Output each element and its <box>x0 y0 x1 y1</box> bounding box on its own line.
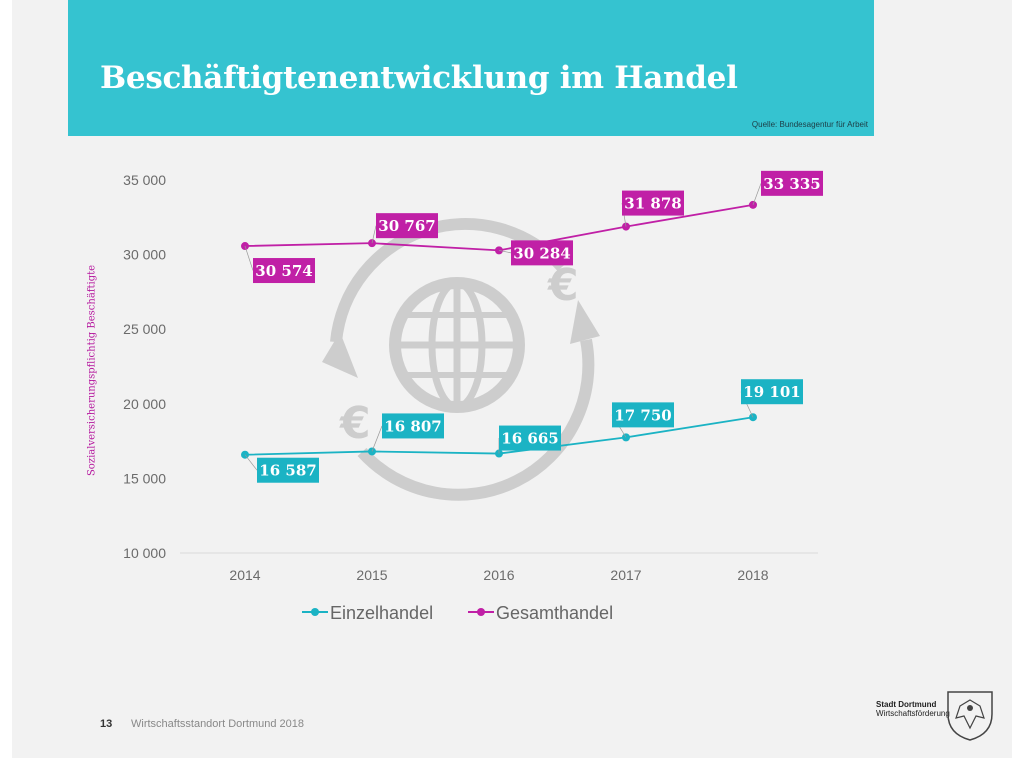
y-tick-label: 35 000 <box>123 172 166 188</box>
legend-marker <box>477 608 485 616</box>
data-label-box <box>253 258 315 284</box>
y-tick-label: 25 000 <box>123 321 166 337</box>
series-group: 16 587 16 807 16 665 17 750 19 101 30 574 30 7… <box>241 170 823 483</box>
data-label-box <box>382 413 444 439</box>
data-label-box <box>511 240 573 266</box>
data-label: 17 750 <box>614 406 671 424</box>
source-note: Quelle: Bundesagentur für Arbeit <box>751 120 868 129</box>
x-tick-label: 2014 <box>229 567 260 583</box>
label-leader-line <box>371 225 377 244</box>
data-label-box <box>761 170 823 196</box>
y-tick-label: 10 000 <box>123 545 166 561</box>
data-label-box <box>376 213 438 239</box>
svg-text:€: € <box>547 260 579 311</box>
page-number: 13 <box>100 718 113 730</box>
data-label-box <box>499 425 561 451</box>
data-label: 30 574 <box>255 262 312 280</box>
legend-label: Gesamthandel <box>496 603 613 623</box>
city-crest-icon <box>947 691 993 741</box>
data-label-box <box>612 402 674 428</box>
legend-label: Einzelhandel <box>330 603 433 623</box>
svg-text:€: € <box>339 398 371 449</box>
header-banner <box>68 0 874 136</box>
globe-icon <box>389 277 525 413</box>
data-label: 16 807 <box>384 417 441 435</box>
footer-text: Wirtschaftsstandort Dortmund 2018 <box>131 718 305 730</box>
legend-marker <box>311 608 319 616</box>
data-label-box <box>257 457 319 483</box>
legend: Einzelhandel Gesamthandel <box>302 603 613 623</box>
y-tick-label: 30 000 <box>123 247 166 263</box>
data-label: 16 665 <box>501 430 558 448</box>
x-tick-label: 2018 <box>737 567 768 583</box>
logo-city: Stadt Dortmund <box>876 700 937 709</box>
data-label: 33 335 <box>763 175 820 193</box>
logo-department: Wirtschaftsförderung <box>876 709 950 718</box>
data-label: 31 878 <box>624 195 681 213</box>
y-tick-label: 15 000 <box>123 470 166 486</box>
y-axis: 10 000 15 000 20 000 25 000 30 000 35 000 <box>123 172 166 561</box>
data-label-box <box>622 190 684 216</box>
label-leader-line <box>498 250 512 254</box>
label-leader-line <box>244 245 254 271</box>
x-tick-label: 2016 <box>483 567 514 583</box>
logo: Stadt Dortmund Wirtschaftsförderung <box>876 700 950 718</box>
slide-title: Beschäftigtenentwicklung im Handel <box>100 60 738 96</box>
data-label: 30 284 <box>513 244 570 262</box>
euro-icon: € € <box>339 260 579 449</box>
data-label-box <box>741 379 803 405</box>
data-label: 16 587 <box>259 462 316 480</box>
label-leader-line <box>371 425 383 452</box>
data-label: 19 101 <box>743 383 800 401</box>
label-leader-line <box>752 183 762 205</box>
label-leader-line <box>244 454 258 471</box>
x-tick-label: 2015 <box>356 567 387 583</box>
data-label: 30 767 <box>378 217 435 235</box>
y-tick-label: 20 000 <box>123 396 166 412</box>
x-axis: 2014 2015 2016 2017 2018 <box>229 567 768 583</box>
x-tick-label: 2017 <box>610 567 641 583</box>
